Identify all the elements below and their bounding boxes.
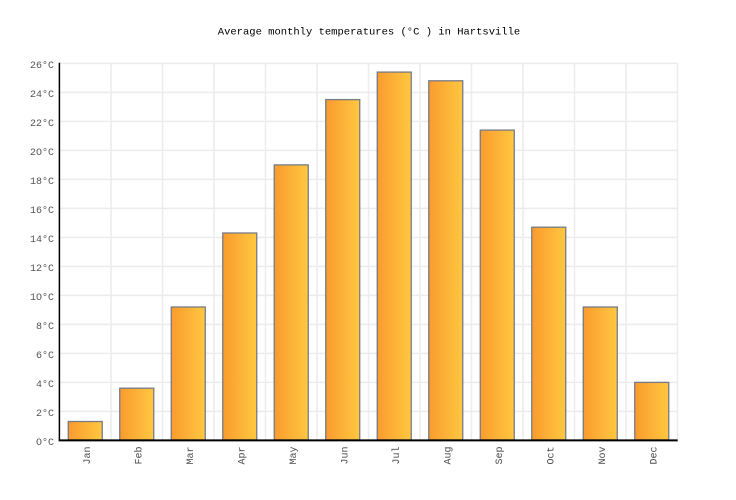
svg-text:O°C: O°C <box>36 437 54 449</box>
svg-text:Feb: Feb <box>134 447 146 465</box>
svg-text:Aug: Aug <box>444 447 455 465</box>
svg-text:6°C: 6°C <box>36 350 54 362</box>
svg-text:18°C: 18°C <box>30 176 54 188</box>
svg-text:Mar: Mar <box>186 447 197 465</box>
svg-text:2O°C: 2O°C <box>30 147 54 159</box>
svg-text:Sep: Sep <box>495 447 506 465</box>
svg-text:Average monthly temperatures (: Average monthly temperatures (°C ) in Ha… <box>218 27 520 39</box>
svg-text:Nov: Nov <box>598 447 609 465</box>
svg-text:Oct: Oct <box>547 447 558 465</box>
svg-text:Dec: Dec <box>650 447 661 465</box>
svg-text:12°C: 12°C <box>30 263 54 275</box>
svg-text:4°C: 4°C <box>36 379 54 391</box>
svg-text:16°C: 16°C <box>30 205 54 217</box>
svg-text:2°C: 2°C <box>36 408 54 420</box>
svg-text:26°C: 26°C <box>30 60 54 72</box>
svg-text:24°C: 24°C <box>30 89 54 101</box>
svg-text:May: May <box>289 447 300 465</box>
svg-text:Apr: Apr <box>238 447 249 465</box>
svg-text:1O°C: 1O°C <box>30 292 54 304</box>
svg-text:Jan: Jan <box>83 447 94 465</box>
svg-text:Jul: Jul <box>391 447 403 465</box>
svg-text:22°C: 22°C <box>30 118 54 130</box>
svg-text:Jun: Jun <box>341 447 352 465</box>
svg-text:8°C: 8°C <box>36 321 54 333</box>
svg-text:14°C: 14°C <box>30 234 54 246</box>
